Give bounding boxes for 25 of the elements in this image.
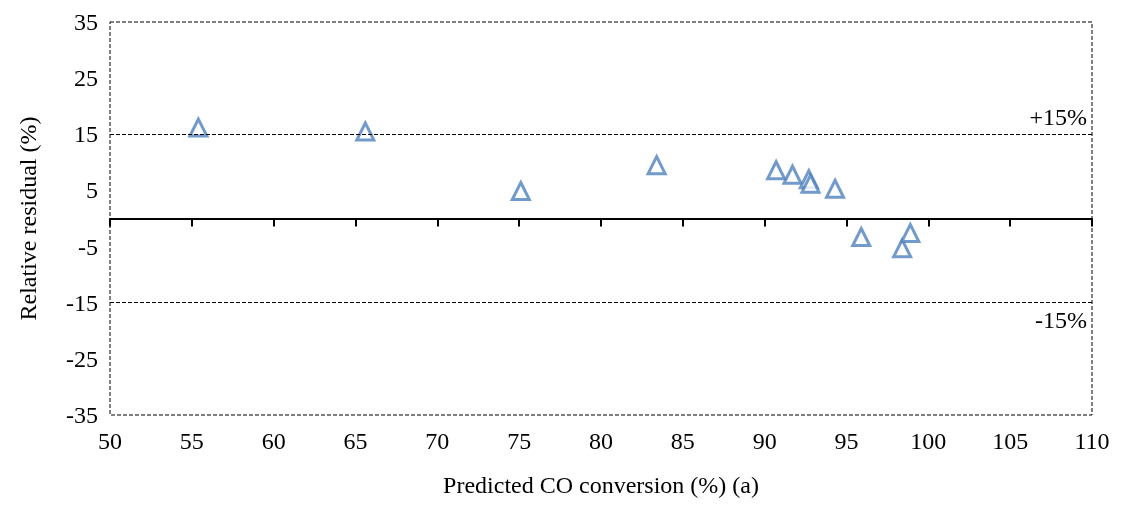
y-tick-label: -5 <box>78 233 98 260</box>
x-tick-label: 110 <box>1074 428 1110 454</box>
x-tick-label: 50 <box>98 428 122 454</box>
x-tick-label: 85 <box>670 428 695 454</box>
x-tick-label: 75 <box>507 428 532 454</box>
x-axis-title: Predicted CO conversion (%) (a) <box>443 472 759 498</box>
y-tick-label: -35 <box>66 402 98 428</box>
y-tick-label: 15 <box>74 121 98 148</box>
x-tick-label: 65 <box>343 428 368 454</box>
y-tick-label: 25 <box>74 65 98 92</box>
x-tick-label: 90 <box>752 428 777 454</box>
y-tick-label: 5 <box>86 177 98 204</box>
y-tick-label: -25 <box>66 345 98 372</box>
x-tick-label: 80 <box>589 428 613 454</box>
x-tick-label: 100 <box>910 428 947 454</box>
x-tick-label: 95 <box>834 428 859 454</box>
x-tick-label: 105 <box>992 428 1029 454</box>
x-tick-label: 55 <box>179 428 204 454</box>
ref-line-label: -15% <box>1035 306 1088 333</box>
y-axis-title: Relative residual (%) <box>15 116 41 321</box>
y-tick-label: 35 <box>74 9 98 35</box>
ref-line-label: +15% <box>1029 104 1087 131</box>
x-tick-label: 70 <box>425 428 450 454</box>
y-tick-label: -15 <box>66 289 98 316</box>
x-tick-label: 60 <box>261 428 286 454</box>
